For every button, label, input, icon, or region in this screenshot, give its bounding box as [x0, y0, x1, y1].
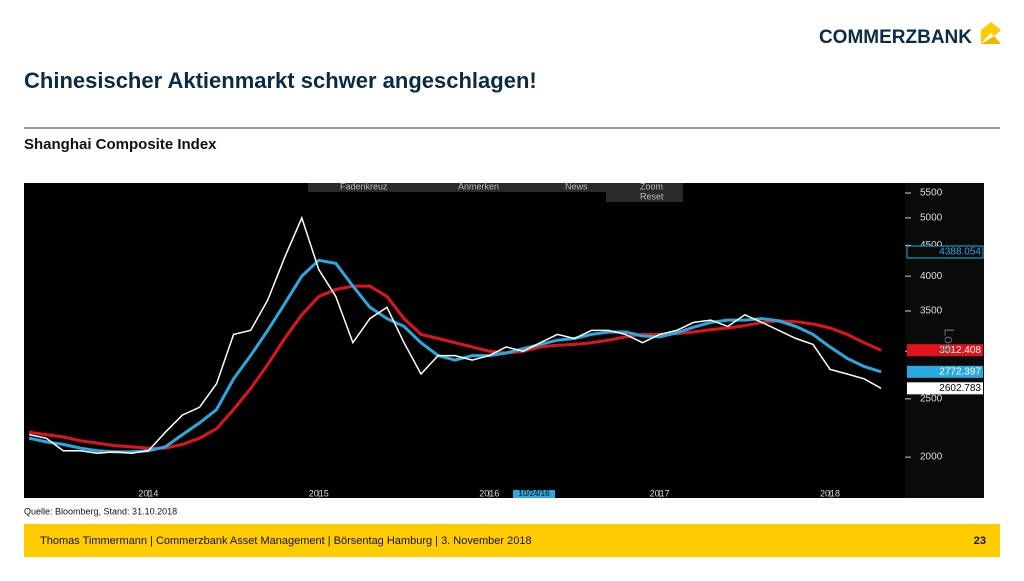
- y-tick-label: 5000: [920, 213, 943, 224]
- annotation: Log: [941, 328, 957, 351]
- y-tick-label: 4000: [920, 271, 943, 282]
- logo-text: COMMERZBANK: [819, 27, 972, 48]
- last-value-label: 2772.397: [939, 366, 981, 377]
- toolbar-reset: [606, 192, 683, 202]
- x-tick-label: 2016: [479, 488, 499, 498]
- annotation-box: [513, 490, 555, 498]
- subtitle: Shanghai Composite Index: [24, 136, 217, 153]
- x-tick-label: 2017: [650, 488, 670, 498]
- x-tick-label: 2015: [309, 488, 329, 498]
- chart-background: [24, 183, 984, 498]
- toolbar-item: Zoom: [640, 181, 663, 191]
- last-value-label: 2602.783: [939, 383, 981, 394]
- logo-icon-shade: [981, 36, 1001, 44]
- annotation: 10/24/16: [518, 489, 550, 498]
- footer-text: Thomas Timmermann | Commerzbank Asset Ma…: [40, 535, 532, 547]
- toolbar-item: Reset: [640, 191, 664, 201]
- last-value-box: [907, 365, 983, 378]
- series-line: [28, 215, 882, 454]
- axis-panel: [905, 183, 984, 498]
- annotation: 4388.054: [939, 247, 981, 258]
- toolbar-item: Anmerken: [458, 181, 499, 191]
- page-number: 23: [974, 535, 986, 547]
- series-line: [28, 284, 882, 450]
- x-tick-label: 2018: [820, 488, 840, 498]
- slide-title: Chinesischer Aktienmarkt schwer angeschl…: [24, 68, 537, 93]
- x-tick-label: 2014: [138, 488, 158, 498]
- y-tick-label: 2500: [920, 393, 943, 404]
- annotation-box: [906, 245, 984, 259]
- toolbar: [308, 183, 683, 192]
- last-value-box: [907, 382, 983, 395]
- footer-bar: [24, 524, 1000, 557]
- divider: [24, 127, 1000, 129]
- last-value-box: [907, 344, 983, 357]
- last-value-label: 3012.408: [939, 345, 981, 356]
- source: Quelle: Bloomberg, Stand: 31.10.2018: [24, 506, 177, 516]
- y-tick-label: 5500: [920, 188, 943, 199]
- toolbar-item: News: [565, 181, 588, 191]
- y-tick-label: 3500: [920, 306, 943, 317]
- series-line: [28, 258, 882, 454]
- toolbar-item: Fadenkreuz: [340, 181, 388, 191]
- logo-icon: [981, 22, 1001, 44]
- y-tick-label: 2000: [920, 452, 943, 463]
